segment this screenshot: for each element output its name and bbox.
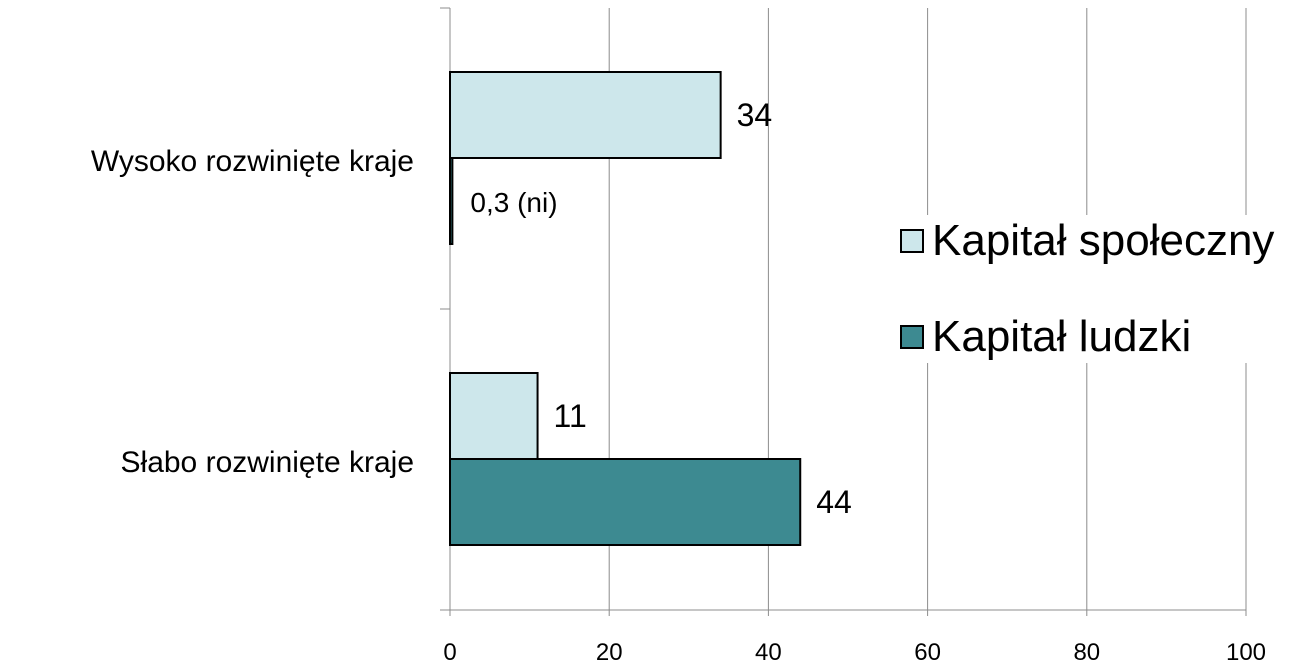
labels: 0 20 40 60 80 100 Wysoko rozwinięte kraje 34 0,3… [91,97,1266,664]
legend: Kapitał społeczny Kapitał ludzki [900,215,1300,363]
bar-kapital-spoleczny [449,372,539,460]
legend-swatch-kapital-ludzki [900,325,924,349]
bar-kapital-spoleczny [449,71,722,159]
data-label: 0,3 (ni) [470,187,557,218]
x-tick-label: 60 [914,639,941,664]
bars [449,71,802,546]
legend-item-kapital-ludzki: Kapitał ludzki [900,311,1300,363]
x-tick-label: 80 [1073,639,1100,664]
x-tick-label: 100 [1226,639,1266,664]
legend-label-kapital-spoleczny: Kapitał społeczny [932,216,1275,265]
data-label: 11 [554,398,587,434]
data-label: 34 [737,97,773,133]
category-label: Wysoko rozwinięte kraje [91,145,414,178]
x-tick-label: 0 [443,639,456,664]
x-tick-label: 40 [755,639,782,664]
legend-item-kapital-spoleczny: Kapitał społeczny [900,215,1300,267]
bar-kapital-ludzki [449,458,802,546]
x-tick-label: 20 [596,639,623,664]
data-label: 44 [816,484,852,520]
legend-label-kapital-ludzki: Kapitał ludzki [932,312,1192,361]
legend-swatch-kapital-spoleczny [900,229,924,253]
category-label: Słabo rozwinięte kraje [121,446,414,479]
bar-kapital-ludzki [449,157,454,245]
